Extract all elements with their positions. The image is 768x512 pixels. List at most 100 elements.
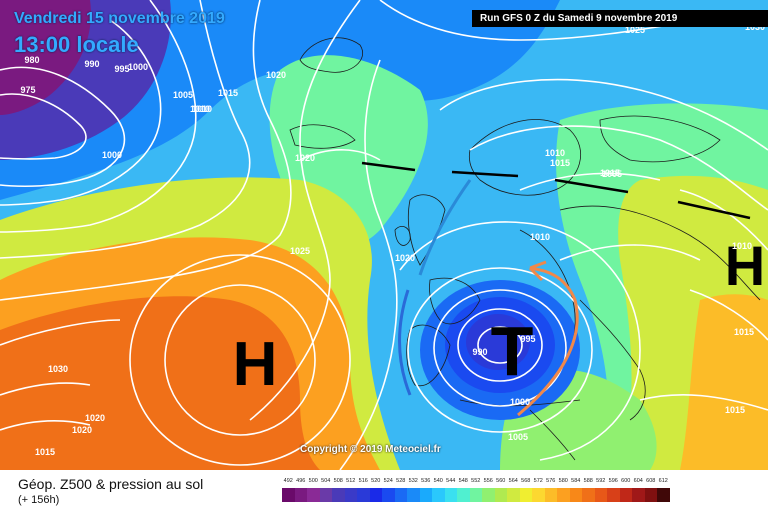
isobar-label: 980 — [24, 55, 39, 65]
color-scale-tick-label: 492 — [283, 478, 293, 484]
color-scale-swatch — [644, 488, 657, 502]
model-run-banner: Run GFS 0 Z du Samedi 9 novembre 2019 — [472, 10, 768, 27]
color-scale-tick-label: 528 — [396, 478, 406, 484]
high-pressure-center-west: H — [233, 330, 278, 399]
isobar-label: 1015 — [725, 405, 745, 415]
isobar-label: 1020 — [72, 425, 92, 435]
color-scale-tick-label: 572 — [533, 478, 543, 484]
color-scale-swatch — [282, 488, 295, 502]
isobar-label: 1020 — [85, 413, 105, 423]
isobars — [0, 0, 768, 470]
color-scale-tick-label: 536 — [421, 478, 431, 484]
color-scale-tick-label: 608 — [646, 478, 656, 484]
isobar-label: 1020 — [312, 0, 332, 2]
color-scale-swatch — [382, 488, 395, 502]
color-scale-tick-label: 504 — [321, 478, 331, 484]
color-scale-swatch — [532, 488, 545, 502]
color-scale-swatch — [569, 488, 582, 502]
isobar-label: 975 — [20, 85, 35, 95]
low-pressure-center-t: T — [491, 312, 534, 390]
isobar-label: 1015 — [550, 158, 570, 168]
color-scale-tick-label: 596 — [608, 478, 618, 484]
valid-time: 13:00 locale — [14, 32, 139, 57]
isobar-label: 1005 — [508, 432, 528, 442]
color-scale-swatch — [544, 488, 557, 502]
color-scale-swatch — [619, 488, 632, 502]
front-line-east — [554, 178, 629, 194]
isobar-label: 1015 — [600, 168, 620, 178]
color-scale-swatch — [594, 488, 607, 502]
color-scale-tick-label: 592 — [596, 478, 606, 484]
color-scale-swatch — [657, 488, 670, 502]
color-scale-swatch — [469, 488, 482, 502]
color-scale-swatch — [494, 488, 507, 502]
color-scale-swatch — [519, 488, 532, 502]
isobar-label: 1030 — [48, 364, 68, 374]
isobar-label: 1015 — [218, 88, 238, 98]
isobar-label: 1010 — [192, 104, 212, 114]
color-scale-swatch — [632, 488, 645, 502]
color-scale-labels: 492 496 500 504 508 512 516 520 524 528 532 536 540 5… — [282, 478, 670, 484]
front-line-far-east — [677, 200, 751, 220]
color-scale-tick-label: 568 — [521, 478, 531, 484]
trough-axis-south — [398, 289, 412, 396]
isobar-label: 995 — [114, 64, 129, 74]
isobar-label: 1020 — [266, 70, 286, 80]
color-scale-tick-label: 556 — [483, 478, 493, 484]
color-scale-swatch — [294, 488, 307, 502]
color-scale-tick-label: 512 — [346, 478, 356, 484]
color-scale-tick-label: 516 — [358, 478, 368, 484]
high-pressure-center-east: H — [725, 234, 765, 297]
color-scale-tick-label: 576 — [546, 478, 556, 484]
color-scale-tick-label: 548 — [458, 478, 468, 484]
flow-arrow-head — [528, 260, 547, 282]
isobar-label: 1010 — [530, 232, 550, 242]
color-scale-tick-label: 604 — [633, 478, 643, 484]
color-scale-tick-label: 532 — [408, 478, 418, 484]
color-scale-tick-label: 580 — [558, 478, 568, 484]
legend-subtitle: (+ 156h) — [18, 494, 60, 506]
isobar-label: 1010 — [732, 241, 752, 251]
color-scale-tick-label: 496 — [296, 478, 306, 484]
color-scale-tick-label: 540 — [433, 478, 443, 484]
color-scale-tick-label: 560 — [496, 478, 506, 484]
front-line-central — [451, 170, 519, 178]
isobar-label: 990 — [472, 347, 487, 357]
legend-title: Géop. Z500 & pression au sol — [18, 476, 204, 492]
z500-field-purple-core — [0, 0, 91, 115]
color-scale-tick-label: 500 — [308, 478, 318, 484]
color-scale-swatch — [319, 488, 332, 502]
color-scale-swatch — [482, 488, 495, 502]
color-scale-tick-label: 552 — [471, 478, 481, 484]
color-scale-tick-label: 520 — [371, 478, 381, 484]
color-scale-tick-label: 508 — [333, 478, 343, 484]
color-scale-tick-label: 612 — [658, 478, 668, 484]
color-scale-tick-label: 524 — [383, 478, 393, 484]
color-scale-swatch — [607, 488, 620, 502]
color-scale-tick-label: 588 — [583, 478, 593, 484]
color-scale-tick-label: 564 — [508, 478, 518, 484]
isobar-label: 1000 — [128, 62, 148, 72]
color-scale-tick-label: 600 — [621, 478, 631, 484]
isobar-label: 1005 — [173, 90, 193, 100]
color-scale-swatch — [394, 488, 407, 502]
color-scale-swatch — [444, 488, 457, 502]
isobar-label: 1020 — [395, 253, 415, 263]
color-scale-swatch — [457, 488, 470, 502]
isobar-label: 1020 — [295, 153, 315, 163]
z500-field-redorange-core — [0, 296, 320, 470]
color-scale-swatch — [557, 488, 570, 502]
trough-axis-north — [418, 179, 472, 276]
color-scale — [282, 488, 670, 502]
valid-date: Vendredi 15 novembre 2019 — [14, 10, 225, 27]
color-scale-swatch — [432, 488, 445, 502]
color-scale-swatch — [344, 488, 357, 502]
color-scale-swatch — [582, 488, 595, 502]
color-scale-tick-label: 584 — [571, 478, 581, 484]
isobar-label: 1025 — [290, 246, 310, 256]
isobar-label: 1005 — [602, 169, 622, 179]
color-scale-swatch — [332, 488, 345, 502]
